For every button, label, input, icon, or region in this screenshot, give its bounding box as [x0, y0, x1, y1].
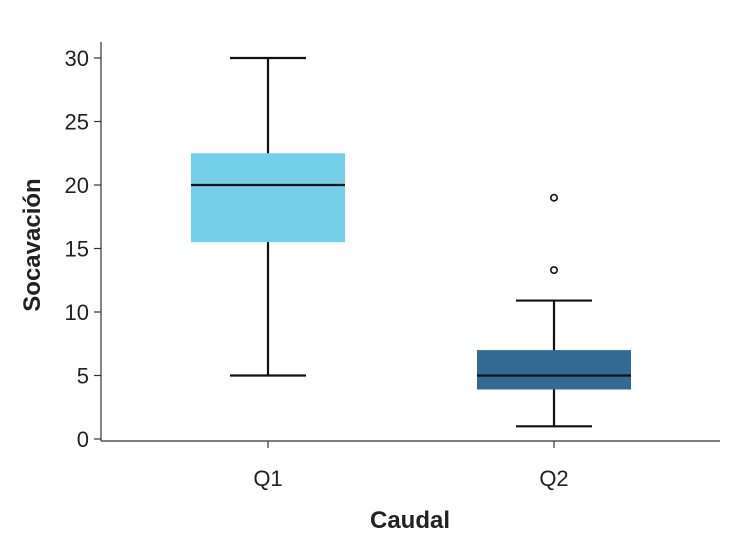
y-tick-label: 5 [77, 364, 89, 389]
box-q2 [477, 350, 631, 390]
y-tick-label: 10 [65, 300, 89, 325]
x-tick-label: Q2 [539, 466, 568, 491]
box-q1 [191, 153, 345, 243]
plot-area: 0 5 10 15 20 25 30 Q1 Q2 [65, 42, 720, 491]
outlier-point [549, 266, 558, 275]
x-axis-title: Caudal [370, 507, 450, 534]
y-tick-label: 0 [77, 427, 89, 452]
y-tick-label: 20 [65, 173, 89, 198]
x-tick-label: Q1 [253, 466, 282, 491]
y-tick-label: 30 [65, 46, 89, 71]
y-tick-label: 25 [65, 110, 89, 135]
y-axis-title: Socavación [19, 178, 46, 311]
outlier-point [549, 193, 558, 202]
y-tick-label: 15 [65, 237, 89, 262]
